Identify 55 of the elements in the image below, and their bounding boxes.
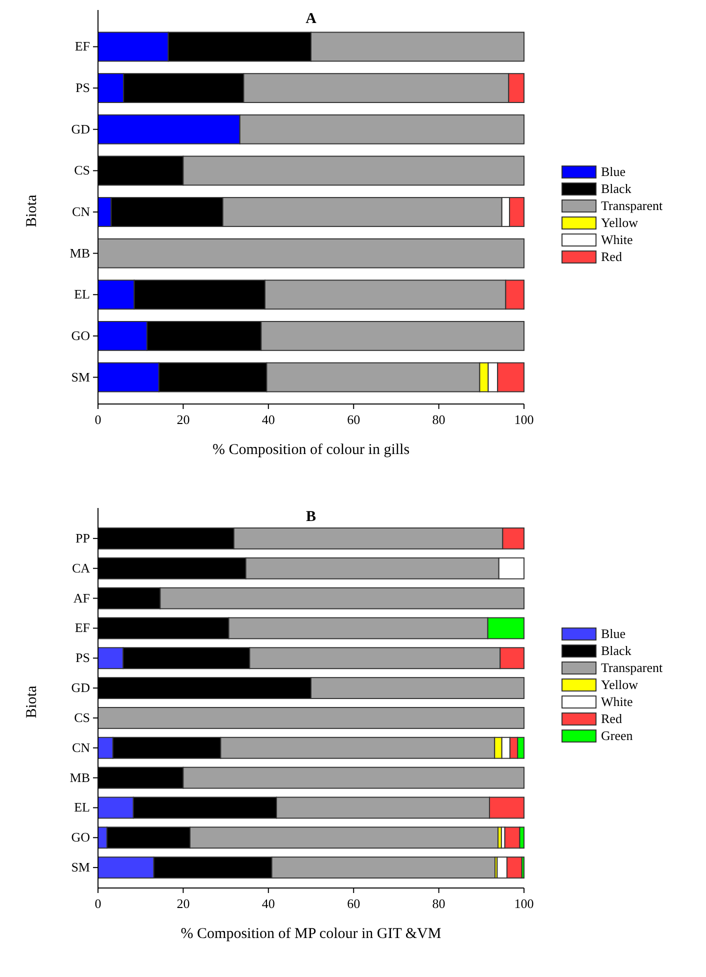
y-tick-label: GD xyxy=(71,680,90,696)
legend-label: Blue xyxy=(601,164,626,179)
bar xyxy=(98,706,524,729)
legend-label: Red xyxy=(601,711,622,726)
y-tick-label: EF xyxy=(74,38,90,54)
legend-label: Blue xyxy=(601,626,626,641)
y-tick-label: GO xyxy=(71,328,90,343)
y-tick-label: PS xyxy=(76,650,90,666)
x-axis-title: % Composition of MP colour in GIT &VM xyxy=(180,926,442,942)
y-tick-label: PS xyxy=(76,80,90,96)
y-tick-label: CS xyxy=(74,162,90,178)
y-tick-label: GO xyxy=(71,830,90,845)
y-tick-label: MB xyxy=(70,770,90,785)
x-tick-label: 80 xyxy=(432,412,446,427)
legend-label: White xyxy=(601,232,633,247)
x-tick-label: 0 xyxy=(94,412,102,427)
bar xyxy=(98,238,524,268)
x-tick-label: 40 xyxy=(262,896,275,911)
y-tick-label: SM xyxy=(71,860,90,875)
bar xyxy=(504,826,520,849)
y-tick-label: CN xyxy=(72,204,91,219)
chart-title: B xyxy=(306,509,316,525)
legend-label: Transparent xyxy=(601,660,664,675)
legend-label: Green xyxy=(601,728,634,743)
y-tick-label: CS xyxy=(74,710,90,725)
y-tick-label: AF xyxy=(73,590,90,606)
x-tick-label: 60 xyxy=(347,896,360,911)
x-tick-label: 100 xyxy=(514,896,534,911)
chart-title: A xyxy=(306,11,317,27)
legend-label: Transparent xyxy=(601,198,664,213)
legend-label: Red xyxy=(601,249,622,264)
legend-label: Yellow xyxy=(601,215,639,230)
x-tick-label: 0 xyxy=(94,896,102,911)
legend-label: Yellow xyxy=(601,677,639,692)
x-tick-label: 80 xyxy=(432,896,446,911)
y-tick-label: SM xyxy=(71,369,90,384)
y-tick-label: GD xyxy=(71,121,90,136)
y-tick-label: CN xyxy=(72,740,91,755)
x-tick-label: 100 xyxy=(514,412,534,427)
x-tick-label: 20 xyxy=(176,896,190,911)
y-axis-title: Biota xyxy=(24,685,40,718)
legend-label: White xyxy=(601,694,633,709)
y-tick-label: EF xyxy=(74,620,90,636)
y-tick-label: EL xyxy=(74,286,90,302)
legend-label: Black xyxy=(601,643,632,658)
y-tick-label: CA xyxy=(72,560,91,576)
x-tick-label: 20 xyxy=(176,412,190,427)
x-axis-title: % Composition of colour in gills xyxy=(212,442,410,458)
x-tick-label: 60 xyxy=(347,412,360,427)
y-tick-label: PP xyxy=(76,530,90,546)
y-tick-label: EL xyxy=(74,800,90,815)
y-axis-title: Biota xyxy=(24,194,40,228)
legend-label: Black xyxy=(601,181,632,196)
y-tick-label: MB xyxy=(70,245,90,260)
x-tick-label: 40 xyxy=(262,412,275,427)
